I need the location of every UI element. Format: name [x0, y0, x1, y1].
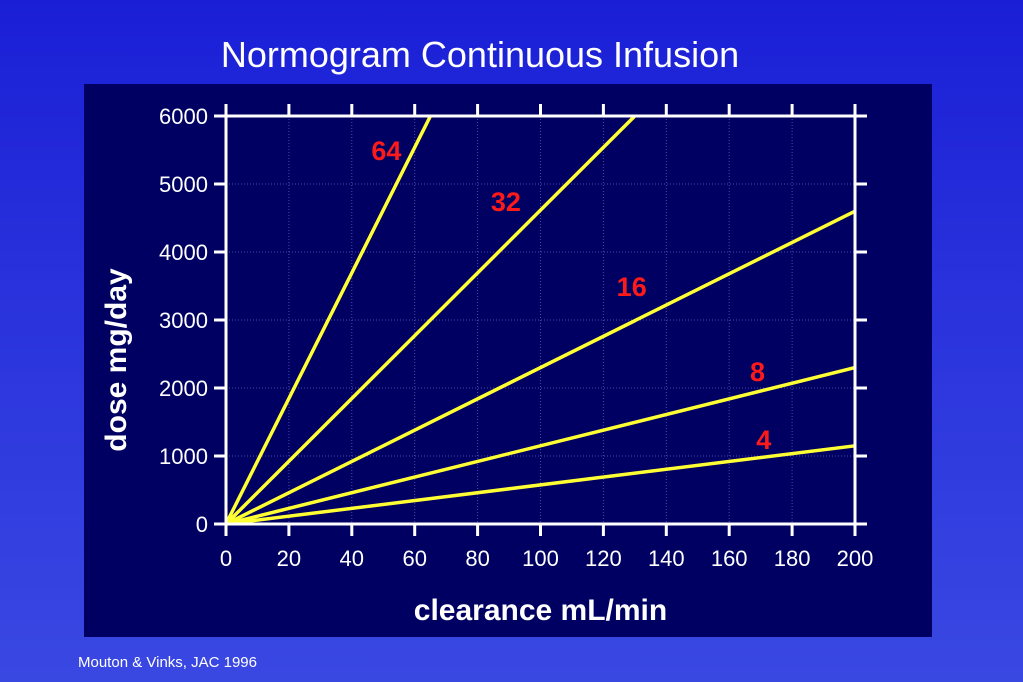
- x-tick-label: 180: [774, 546, 811, 571]
- series-label-32: 32: [491, 187, 521, 217]
- citation: Mouton & Vinks, JAC 1996: [78, 654, 257, 671]
- x-tick-label: 0: [220, 546, 232, 571]
- dose-line-16: [225, 209, 856, 526]
- dose-line-64: [224, 115, 432, 525]
- dose-line-32: [224, 114, 637, 526]
- y-tick-label: 2000: [159, 376, 208, 401]
- x-tick-label: 160: [711, 546, 748, 571]
- x-tick-label: 200: [837, 546, 874, 571]
- dose-lines: [224, 114, 856, 526]
- chart-panel: 0 20 40 60 80 100 120 140 160 180 200 0 1000 2000 300…: [84, 84, 932, 637]
- x-axis-title: clearance mL/min: [414, 594, 667, 627]
- dose-line-4: [225, 444, 856, 526]
- x-tick-label: 40: [340, 546, 364, 571]
- y-axis-title: dose mg/day: [100, 268, 133, 452]
- x-tick-label: 120: [585, 546, 622, 571]
- y-tick-label: 5000: [159, 172, 208, 197]
- series-labels: 64 32 16 8 4: [371, 136, 771, 455]
- series-label-64: 64: [371, 136, 401, 166]
- x-tick-label: 140: [648, 546, 685, 571]
- y-axis-ticks: 0 1000 2000 3000 4000 5000 6000: [159, 104, 867, 537]
- y-tick-label: 0: [196, 512, 208, 537]
- series-label-16: 16: [617, 272, 647, 302]
- normogram-chart: 0 20 40 60 80 100 120 140 160 180 200 0 1000 2000 300…: [100, 104, 873, 627]
- y-tick-label: 1000: [159, 444, 208, 469]
- x-tick-label: 60: [402, 546, 426, 571]
- y-tick-label: 4000: [159, 240, 208, 265]
- y-tick-label: 6000: [159, 104, 208, 129]
- slide-title: Normogram Continuous Infusion: [220, 34, 740, 75]
- grid-lines: [226, 116, 855, 524]
- x-tick-label: 80: [465, 546, 489, 571]
- x-tick-label: 100: [522, 546, 559, 571]
- dose-line-8: [225, 365, 856, 526]
- series-label-4: 4: [756, 425, 771, 455]
- x-axis-ticks: 0 20 40 60 80 100 120 140 160 180 200: [220, 104, 873, 571]
- y-tick-label: 3000: [159, 308, 208, 333]
- x-tick-label: 20: [277, 546, 301, 571]
- series-label-8: 8: [750, 357, 765, 387]
